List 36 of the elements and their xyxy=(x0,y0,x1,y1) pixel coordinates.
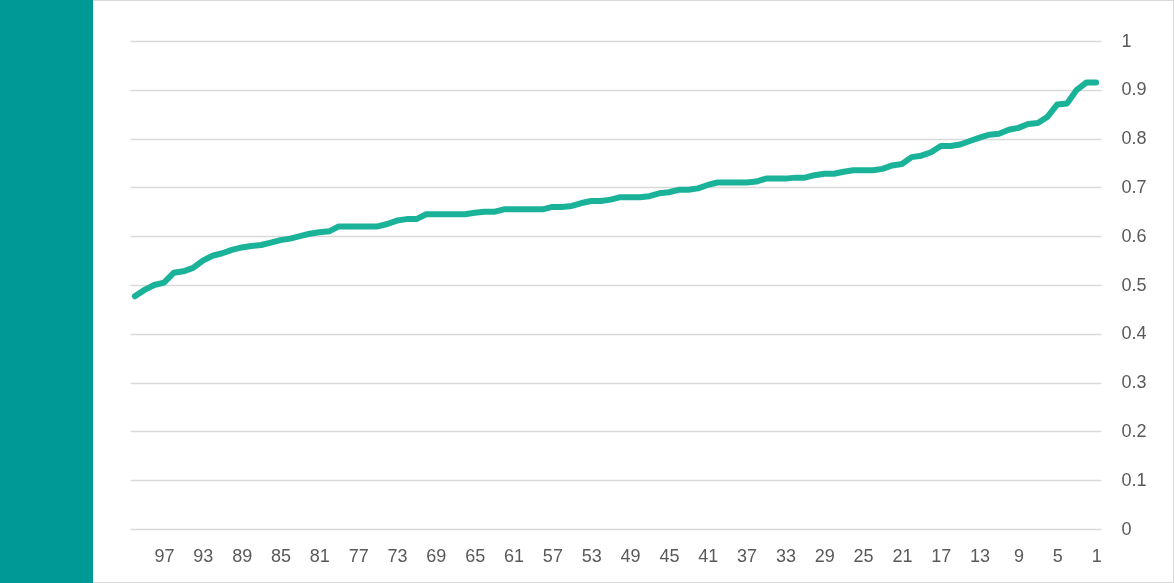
x-tick-label: 41 xyxy=(698,545,719,566)
y-tick-label: 0.1 xyxy=(1121,469,1147,490)
x-tick-label: 69 xyxy=(426,545,447,566)
y-tick-label: 0.3 xyxy=(1121,372,1147,393)
x-tick-label: 73 xyxy=(387,545,408,566)
y-tick-label: 0 xyxy=(1121,518,1132,539)
x-tick-label: 9 xyxy=(1013,545,1024,566)
x-tick-label: 29 xyxy=(814,545,835,566)
x-tick-label: 37 xyxy=(737,545,758,566)
y-tick-label: 0.2 xyxy=(1121,420,1147,441)
x-tick-label: 81 xyxy=(309,545,330,566)
x-tick-label: 97 xyxy=(154,545,175,566)
x-tick-label: 45 xyxy=(659,545,680,566)
x-tick-label: 13 xyxy=(970,545,991,566)
x-tick-label: 93 xyxy=(193,545,214,566)
y-tick-label: 0.8 xyxy=(1121,128,1147,149)
x-tick-label: 25 xyxy=(853,545,874,566)
x-tick-label: 85 xyxy=(270,545,292,566)
x-tick-label: 5 xyxy=(1052,545,1063,566)
y-tick-label: 1 xyxy=(1121,30,1132,51)
x-tick-label: 61 xyxy=(504,545,525,566)
x-tick-label: 89 xyxy=(232,545,253,566)
x-tick-label: 33 xyxy=(775,545,796,566)
x-tick-label: 53 xyxy=(581,545,602,566)
x-tick-label: 49 xyxy=(620,545,641,566)
x-tick-label: 17 xyxy=(931,545,952,566)
x-tick-label: 21 xyxy=(892,545,913,566)
y-tick-label: 0.9 xyxy=(1121,79,1147,100)
y-tick-label: 0.7 xyxy=(1121,176,1147,197)
x-tick-label: 77 xyxy=(348,545,369,566)
y-tick-label: 0.5 xyxy=(1121,274,1147,295)
x-tick-label: 1 xyxy=(1091,545,1102,566)
x-tick-label: 57 xyxy=(542,545,563,566)
y-tick-label: 0.4 xyxy=(1121,323,1147,344)
y-tick-label: 0.6 xyxy=(1121,225,1147,246)
x-tick-label: 65 xyxy=(465,545,486,566)
